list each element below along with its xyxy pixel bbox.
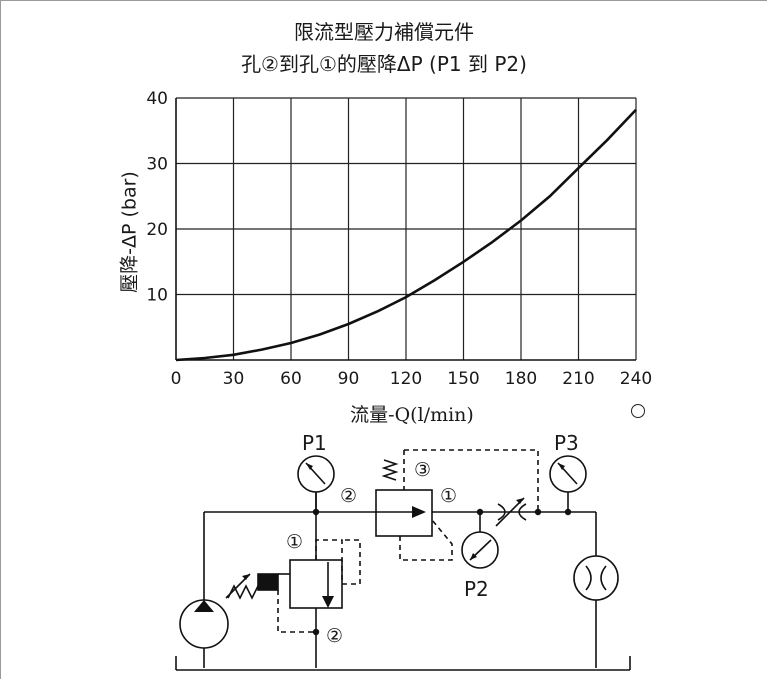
x-tick-label: 210 [562,369,594,389]
circle-marker [631,404,645,418]
x-tick-label: 30 [223,369,245,389]
y-tick-label: 10 [146,286,168,306]
x-tick-label: 60 [280,369,302,389]
chart-axes [175,98,636,361]
y-tick-label: 20 [146,220,168,240]
chart-title: 限流型壓力補償元件 [294,20,474,44]
y-tick-label: 30 [146,155,168,175]
x-axis-label: 流量-Q(l/min) [350,404,474,426]
y-tick-label: 40 [146,89,168,109]
y-axis-label: 壓降-ΔP (bar) [118,171,141,293]
chart-subtitle: 孔②到孔①的壓降ΔP (P1 到 P2) [241,52,527,76]
x-tick-label: 180 [505,369,537,389]
x-tick-label: 150 [447,369,479,389]
x-tick-label: 90 [338,369,360,389]
chart-grid [176,97,637,360]
pressure-drop-curve [175,108,637,362]
flow-pressure-chart: 0 30 60 90 120 150 180 210 240 10 20 30 40 [146,89,652,389]
chart-ticks: 0 30 60 90 120 150 180 210 240 10 20 30 40 [146,89,652,389]
x-tick-label: 0 [171,369,182,389]
x-tick-label: 120 [390,369,422,389]
x-tick-label: 240 [620,369,652,389]
